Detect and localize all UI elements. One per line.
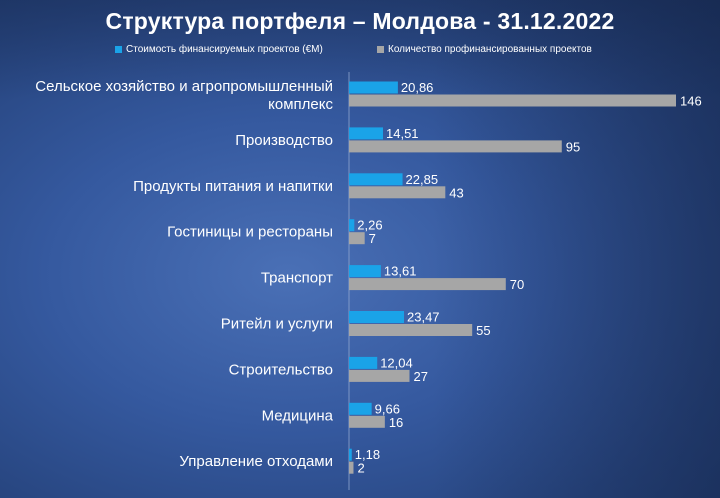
data-label-cost: 23,47 (407, 310, 440, 325)
bar-count (349, 324, 473, 336)
data-label-cost: 9,66 (375, 401, 400, 416)
legend-label-count: Количество профинансированных проектов (388, 44, 592, 55)
data-label-count: 146 (680, 94, 702, 109)
legend-item-count: Количество профинансированных проектов (377, 44, 592, 55)
legend-label-cost: Стоимость финансируемых проектов (€M) (126, 44, 323, 55)
data-label-count: 43 (449, 185, 463, 200)
category-label: Продукты питания и напитки (133, 178, 333, 195)
bar-cost (349, 81, 398, 94)
bar-count (349, 461, 354, 474)
legend-swatch-count (377, 46, 384, 53)
category-label: Медицина (262, 407, 334, 424)
data-label-cost: 12,04 (380, 355, 413, 370)
data-label-count: 2 (357, 461, 364, 476)
data-label-cost: 20,86 (401, 80, 434, 95)
data-label-count: 70 (510, 277, 524, 292)
data-label-cost: 1,18 (355, 447, 380, 462)
bar-count (349, 186, 446, 199)
category-label: Ритейл и услуги (221, 316, 333, 333)
legend: Стоимость финансируемых проектов (€M) Ко… (0, 44, 720, 58)
category-label: Управление отходами (179, 453, 333, 470)
bar-count (349, 415, 385, 428)
bar-cost (349, 448, 352, 461)
bar-cost (349, 311, 404, 323)
category-label: Сельское хозяйство и агропромышленный ком… (35, 78, 333, 113)
bar-count (349, 232, 365, 245)
bar-cost (349, 173, 403, 186)
data-label-count: 16 (389, 415, 403, 430)
category-label: Транспорт (261, 270, 333, 287)
legend-swatch-cost (115, 46, 122, 53)
data-label-count: 55 (476, 323, 490, 338)
bar-cost (349, 127, 384, 140)
data-label-cost: 2,26 (357, 218, 382, 233)
data-label-cost: 22,85 (406, 172, 439, 187)
bar-count (349, 140, 562, 153)
bar-count (349, 278, 506, 291)
data-label-cost: 14,51 (386, 126, 419, 141)
bar-count (349, 94, 676, 107)
bars-group: Сельское хозяйство и агропромышленный ком… (35, 72, 702, 490)
data-label-count: 95 (566, 139, 580, 154)
data-label-count: 27 (413, 369, 427, 384)
bar-cost (349, 402, 372, 415)
chart-title: Структура портфеля – Молдова - 31.12.202… (105, 8, 615, 34)
bar-count (349, 369, 410, 382)
category-label: Строительство (229, 361, 333, 378)
data-label-count: 7 (369, 231, 376, 246)
legend-item-cost: Стоимость финансируемых проектов (€M) (115, 44, 323, 55)
category-label: Гостиницы и рестораны (167, 224, 333, 241)
category-label: Производство (235, 132, 333, 149)
bar-cost (349, 265, 381, 278)
data-label-cost: 13,61 (384, 264, 417, 279)
bar-cost (349, 356, 378, 369)
bar-cost (349, 219, 355, 232)
